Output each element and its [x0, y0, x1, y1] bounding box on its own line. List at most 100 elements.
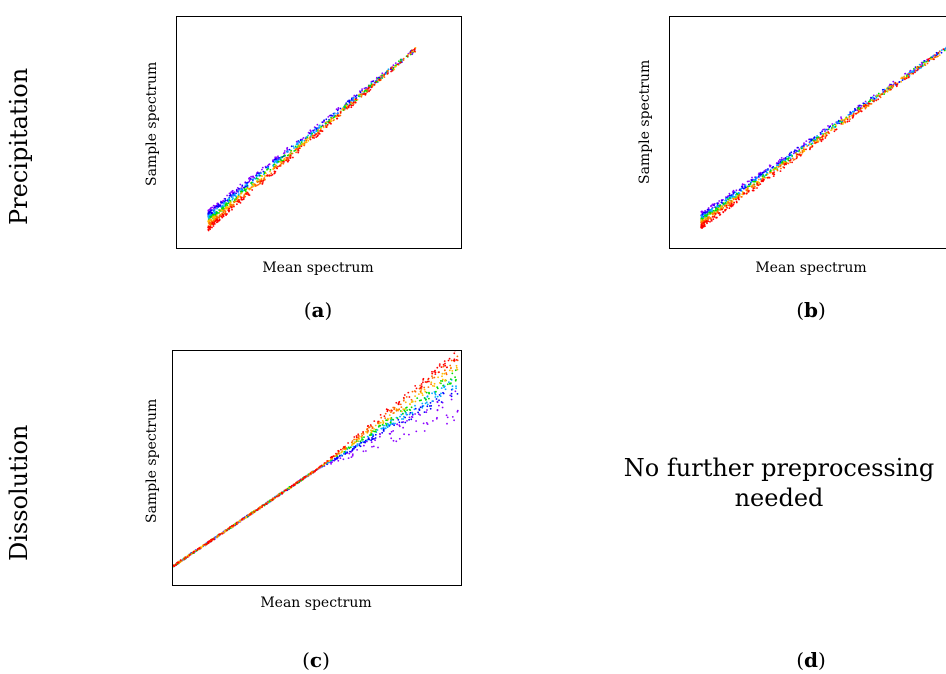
data-point [422, 422, 425, 425]
data-point [713, 202, 716, 205]
data-point [314, 128, 317, 130]
data-point [372, 83, 374, 86]
data-point [303, 476, 305, 479]
data-point [258, 178, 261, 181]
data-point [909, 69, 912, 72]
data-point [373, 83, 376, 86]
data-point [429, 407, 432, 410]
data-point [759, 175, 761, 178]
data-point [813, 138, 816, 140]
data-point [365, 450, 367, 452]
data-point [353, 94, 356, 97]
data-point [213, 223, 216, 225]
no-preprocessing-line-2: needed [734, 484, 824, 512]
data-point [726, 206, 728, 209]
data-point [942, 48, 945, 51]
data-point [820, 132, 823, 135]
data-point [218, 218, 221, 221]
data-point [454, 390, 457, 393]
data-point [215, 214, 218, 217]
data-point [450, 367, 452, 370]
data-point [411, 390, 414, 393]
data-point [282, 162, 285, 165]
data-point [373, 420, 376, 422]
data-point [183, 558, 186, 560]
data-point [352, 97, 354, 100]
data-point [838, 122, 840, 125]
data-point [374, 424, 377, 427]
data-point [211, 226, 213, 229]
data-point [709, 220, 711, 223]
data-point [784, 159, 787, 162]
data-point [711, 213, 714, 215]
data-point [921, 64, 924, 67]
data-point [212, 223, 215, 226]
data-point [411, 413, 414, 416]
data-point [273, 170, 276, 173]
data-point [803, 148, 805, 151]
data-point [449, 364, 452, 367]
data-point [803, 142, 805, 145]
data-point [431, 400, 434, 402]
data-point [383, 424, 385, 427]
data-point [256, 184, 258, 187]
data-point [453, 352, 456, 355]
data-point [247, 181, 249, 184]
data-point [740, 196, 743, 198]
data-point [443, 360, 446, 362]
data-point [343, 447, 345, 450]
data-point [214, 212, 216, 215]
data-point [715, 207, 717, 210]
data-point [266, 174, 268, 177]
data-point [389, 421, 392, 424]
data-point [833, 130, 836, 133]
data-point [235, 195, 238, 198]
data-point [192, 552, 194, 554]
data-point [448, 357, 451, 360]
data-point [786, 162, 788, 164]
data-point [864, 103, 867, 106]
data-point [298, 140, 301, 143]
data-point [443, 386, 445, 389]
data-point [361, 437, 363, 439]
data-point [243, 195, 245, 198]
data-point [282, 160, 284, 163]
data-point [297, 143, 299, 146]
data-point [737, 198, 740, 201]
data-point [789, 161, 792, 164]
data-point [435, 390, 437, 393]
data-point [808, 143, 811, 145]
data-point [454, 379, 457, 382]
data-point [366, 91, 369, 93]
data-point [455, 366, 458, 369]
data-point [913, 67, 915, 70]
data-point [214, 220, 216, 223]
data-point [703, 211, 705, 214]
data-point [383, 76, 386, 78]
data-point [261, 504, 264, 507]
data-point [285, 489, 288, 492]
data-point [716, 211, 719, 214]
data-point [430, 381, 433, 384]
data-point [391, 409, 393, 412]
data-point [783, 166, 786, 169]
data-point [288, 148, 291, 151]
data-point [783, 157, 785, 160]
data-point [398, 424, 401, 427]
data-point [253, 511, 256, 513]
data-point [455, 359, 458, 361]
data-point [250, 175, 252, 178]
data-point [336, 109, 339, 112]
data-point [717, 207, 720, 210]
data-point [349, 446, 352, 449]
data-point [232, 197, 234, 200]
data-point [341, 107, 344, 110]
data-point [773, 173, 776, 176]
panel-label-c: (c) [302, 648, 330, 672]
data-point [700, 223, 703, 226]
data-point [246, 183, 249, 186]
scatter-points-b [700, 46, 946, 230]
data-point [390, 419, 392, 422]
data-point [434, 371, 437, 374]
data-point [370, 441, 373, 444]
